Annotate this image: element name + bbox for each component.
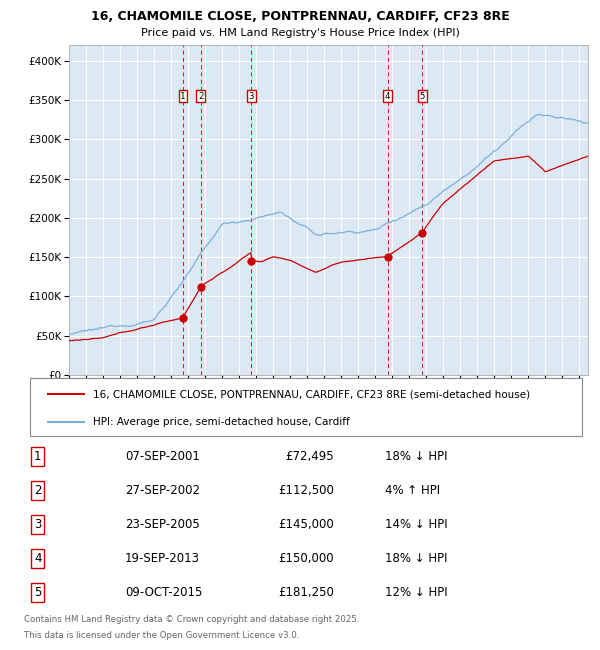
Text: 3: 3	[34, 518, 41, 531]
Text: 16, CHAMOMILE CLOSE, PONTPRENNAU, CARDIFF, CF23 8RE: 16, CHAMOMILE CLOSE, PONTPRENNAU, CARDIF…	[91, 10, 509, 23]
Text: £112,500: £112,500	[278, 484, 334, 497]
Text: 1: 1	[34, 450, 41, 463]
Text: 5: 5	[420, 92, 425, 101]
Text: 07-SEP-2001: 07-SEP-2001	[125, 450, 200, 463]
Text: Contains HM Land Registry data © Crown copyright and database right 2025.: Contains HM Land Registry data © Crown c…	[24, 616, 359, 625]
Text: 27-SEP-2002: 27-SEP-2002	[125, 484, 200, 497]
Text: 19-SEP-2013: 19-SEP-2013	[125, 552, 200, 565]
Text: 16, CHAMOMILE CLOSE, PONTPRENNAU, CARDIFF, CF23 8RE (semi-detached house): 16, CHAMOMILE CLOSE, PONTPRENNAU, CARDIF…	[94, 389, 530, 400]
Text: 1: 1	[180, 92, 185, 101]
Text: 5: 5	[34, 586, 41, 599]
Text: £145,000: £145,000	[278, 518, 334, 531]
Text: 4: 4	[34, 552, 41, 565]
Text: This data is licensed under the Open Government Licence v3.0.: This data is licensed under the Open Gov…	[24, 632, 299, 640]
Text: 4% ↑ HPI: 4% ↑ HPI	[385, 484, 440, 497]
Text: Price paid vs. HM Land Registry's House Price Index (HPI): Price paid vs. HM Land Registry's House …	[140, 28, 460, 38]
Text: 3: 3	[249, 92, 254, 101]
Text: 2: 2	[198, 92, 203, 101]
Text: 14% ↓ HPI: 14% ↓ HPI	[385, 518, 447, 531]
Text: 12% ↓ HPI: 12% ↓ HPI	[385, 586, 447, 599]
Text: 2: 2	[34, 484, 41, 497]
Text: 09-OCT-2015: 09-OCT-2015	[125, 586, 203, 599]
Text: 23-SEP-2005: 23-SEP-2005	[125, 518, 200, 531]
Text: 18% ↓ HPI: 18% ↓ HPI	[385, 552, 447, 565]
Text: £181,250: £181,250	[278, 586, 334, 599]
Text: HPI: Average price, semi-detached house, Cardiff: HPI: Average price, semi-detached house,…	[94, 417, 350, 427]
Text: £72,495: £72,495	[285, 450, 334, 463]
Text: 18% ↓ HPI: 18% ↓ HPI	[385, 450, 447, 463]
Text: 4: 4	[385, 92, 390, 101]
Text: £150,000: £150,000	[278, 552, 334, 565]
